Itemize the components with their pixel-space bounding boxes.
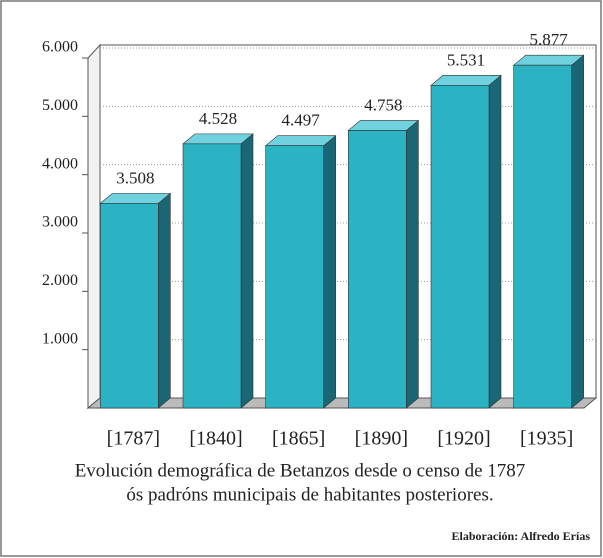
bar: [182, 143, 242, 409]
bar-side: [571, 54, 584, 409]
y-tick-label: 5.000: [42, 97, 78, 114]
caption: ós padróns municipais de habitantes post…: [126, 484, 493, 505]
caption: Evolución demográfica de Betanzos desde …: [75, 460, 526, 481]
bar: [348, 130, 407, 409]
bar-side: [406, 119, 419, 409]
bar-top: [264, 135, 337, 146]
bar-top: [182, 133, 254, 145]
source: Elaboración: Alfredo Erías: [452, 529, 591, 543]
x-tick-label: [1787]: [107, 428, 160, 450]
bar-top: [430, 75, 502, 86]
value-label: 4.758: [364, 95, 402, 114]
bar: [430, 85, 490, 409]
bar-side: [240, 133, 254, 409]
value-label: 3.508: [116, 168, 154, 187]
value-label: 5.531: [447, 50, 485, 69]
bar-side: [323, 135, 336, 409]
x-tick-label: [1840]: [189, 428, 242, 450]
value-label: 4.528: [199, 109, 237, 128]
bar: [265, 145, 324, 409]
bar-top: [512, 54, 585, 66]
x-tick-label: [1920]: [437, 428, 490, 450]
x-tick-label: [1935]: [520, 428, 573, 450]
bar-side: [488, 74, 502, 409]
value-label: 5.877: [530, 30, 569, 49]
x-tick-label: [1865]: [272, 428, 325, 450]
y-tick-label: 1.000: [42, 330, 78, 347]
y-tick-label: 2.000: [42, 272, 78, 289]
bar-top: [347, 120, 420, 131]
back-wall: [99, 44, 597, 399]
bar: [513, 64, 572, 409]
y-tick-label: 4.000: [42, 155, 78, 172]
bar: [100, 203, 159, 409]
bar-side: [158, 192, 171, 409]
value-label: 4.497: [282, 111, 321, 130]
left-wall: [87, 43, 101, 410]
x-tick-label: [1890]: [355, 428, 408, 450]
y-tick-label: 3.000: [42, 214, 78, 231]
bar-top: [99, 193, 172, 204]
y-tick-label: 6.000: [42, 39, 78, 56]
